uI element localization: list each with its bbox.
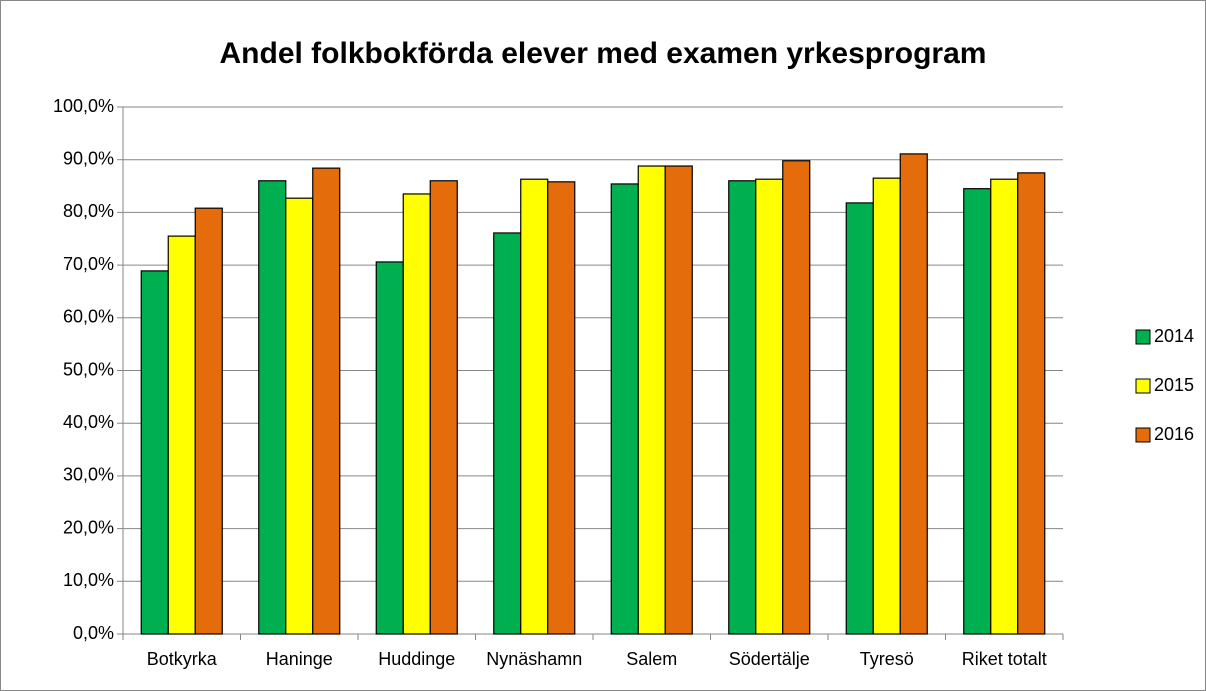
legend-swatch [1135, 329, 1151, 345]
x-tick-label: Södertälje [729, 649, 810, 669]
y-tick-label: 40,0% [63, 412, 114, 432]
chart-title: Andel folkbokförda elever med examen yrk… [220, 37, 987, 70]
y-tick-label: 30,0% [63, 465, 114, 485]
bar [1017, 172, 1046, 635]
legend-label: 2016 [1154, 424, 1194, 444]
y-tick-label: 0,0% [73, 623, 114, 643]
bar [429, 180, 458, 635]
bar [402, 193, 431, 635]
x-tick-label: Haninge [266, 649, 333, 669]
y-tick-label: 90,0% [63, 148, 114, 168]
y-tick-label: 100,0% [53, 96, 114, 116]
bar [312, 167, 341, 635]
y-tick-label: 60,0% [63, 307, 114, 327]
bar [990, 178, 1019, 635]
legend-label: 2015 [1154, 375, 1194, 395]
bar [899, 153, 928, 635]
bar [547, 181, 576, 635]
bar [664, 165, 693, 635]
y-tick-label: 50,0% [63, 359, 114, 379]
bar [872, 177, 901, 635]
bar [285, 197, 314, 635]
y-tick-label: 20,0% [63, 517, 114, 537]
x-tick-label: Riket totalt [962, 649, 1047, 669]
bar [963, 188, 992, 635]
bar [755, 178, 784, 635]
legend-label: 2014 [1154, 326, 1194, 346]
bar [493, 232, 522, 635]
bar [258, 180, 287, 635]
y-tick-label: 80,0% [63, 201, 114, 221]
bar [140, 270, 169, 635]
bar [167, 235, 196, 635]
legend-swatch [1135, 427, 1151, 443]
y-tick-label: 70,0% [63, 254, 114, 274]
bar [375, 261, 404, 635]
x-tick-label: Botkyrka [147, 649, 218, 669]
bar [520, 178, 549, 635]
bar [610, 183, 639, 635]
bar [782, 160, 811, 635]
y-tick-label: 10,0% [63, 570, 114, 590]
bar [194, 207, 223, 635]
x-tick-label: Salem [626, 649, 677, 669]
bar [845, 202, 874, 635]
bar [728, 180, 757, 635]
bar [637, 165, 666, 635]
legend-swatch [1135, 378, 1151, 394]
x-tick-label: Tyresö [860, 649, 914, 669]
x-tick-label: Huddinge [378, 649, 455, 669]
x-tick-label: Nynäshamn [486, 649, 582, 669]
